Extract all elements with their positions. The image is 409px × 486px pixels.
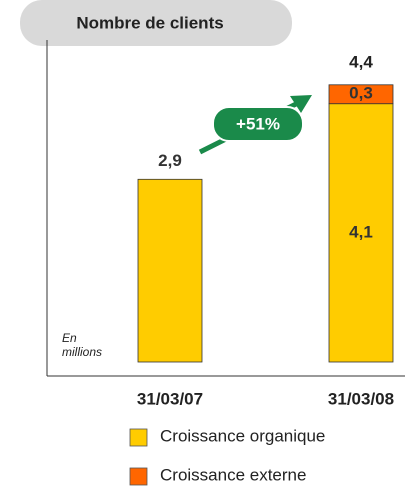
x-tick-label: 31/03/08 <box>328 389 394 408</box>
chart-title: Nombre de clients <box>76 13 223 32</box>
legend-swatch <box>129 428 148 447</box>
title-pill <box>20 0 292 46</box>
legend-swatch <box>129 467 148 486</box>
value-label: 4,1 <box>349 222 373 241</box>
total-label: 4,4 <box>349 52 373 71</box>
bar-segment <box>137 178 203 363</box>
x-tick-label: 31/03/07 <box>137 389 203 408</box>
legend-label: Croissance externe <box>160 465 306 484</box>
legend-label: Croissance organique <box>160 426 325 445</box>
arrow-head <box>290 95 312 113</box>
value-label: 0,3 <box>349 84 373 103</box>
annotation-pill <box>212 106 304 142</box>
bar-segment <box>328 84 394 105</box>
value-label: 2,9 <box>158 151 182 170</box>
annotation: +51% <box>236 114 280 133</box>
bar-segment <box>328 103 394 363</box>
subtitle: En millions <box>62 331 103 359</box>
